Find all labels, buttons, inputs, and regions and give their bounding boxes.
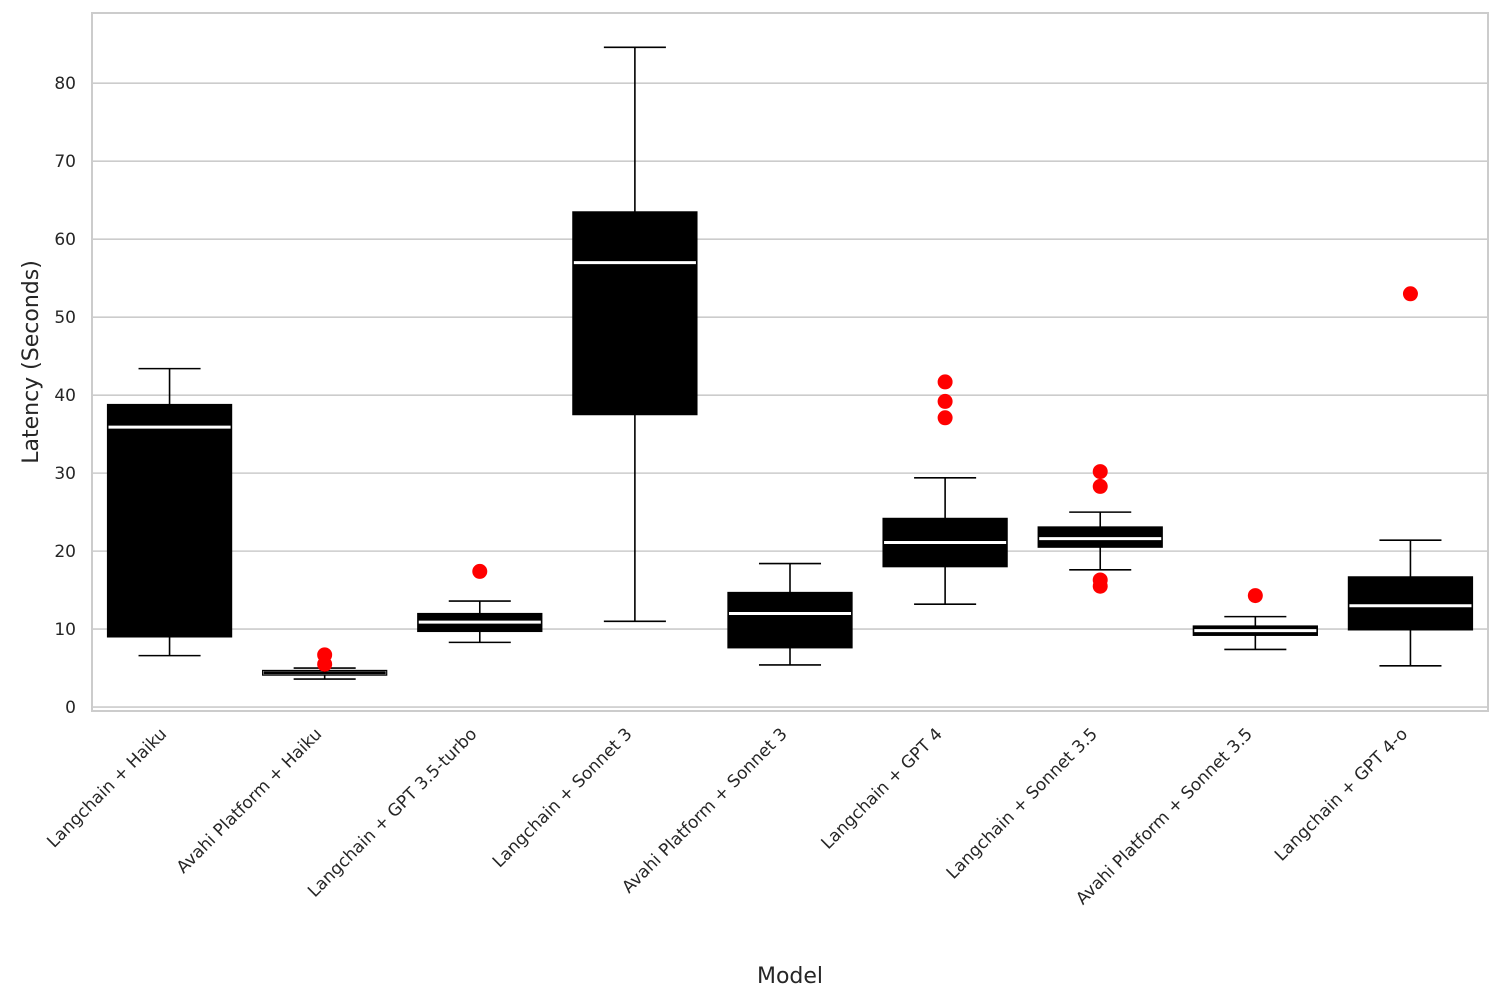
x-tick-label: Langchain + GPT 4-o [1271,724,1412,865]
box-group [106,367,233,657]
outlier-point [937,374,953,390]
outlier-point [317,647,333,663]
box [1037,526,1163,548]
y-tick-label: 20 [54,542,76,562]
x-tick-label: Avahi Platform + Sonnet 3.5 [1072,724,1257,909]
box [727,591,853,649]
x-axis-title: Model [757,964,823,989]
y-tick-label: 80 [54,74,76,94]
box-group [417,563,543,644]
outlier-point [472,563,488,579]
y-tick-label: 30 [54,464,76,484]
outlier-point [1092,478,1108,494]
box-group [882,374,1008,605]
outlier-point [1402,286,1418,302]
box [1347,576,1474,631]
outlier-point [937,410,953,426]
y-axis-title: Latency (Seconds) [19,260,44,464]
box-group [727,562,853,666]
x-tick-labels: Langchain + Haiku Avahi Platform + HaikuL… [43,724,1412,909]
x-tick-label: Langchain + Sonnet 3 [489,724,637,872]
y-tick-label: 50 [54,308,76,328]
x-tick-label: Avahi Platform + Sonnet 3 [618,724,791,897]
box-group [1037,464,1163,594]
box [106,403,233,638]
y-tick-label: 40 [54,386,76,406]
box-group [1347,286,1474,667]
box-group [262,647,388,680]
plot-frame [91,12,1489,712]
x-tick-label: Avahi Platform + Haiku [173,724,326,877]
x-tick-label: Langchain + GPT 4 [818,724,947,853]
y-tick-label: 0 [65,698,76,718]
outlier-point [1247,588,1263,604]
x-tick-label: Langchain + GPT 3.5-turbo [304,724,481,901]
box-group [572,46,698,623]
outlier-point [1092,464,1108,480]
y-tick-labels: 0 10 20 30 40 50 60 70 80 [54,74,76,718]
boxes [106,46,1474,680]
outlier-point [1092,572,1108,588]
x-tick-label: Langchain + Haiku [43,724,171,852]
outlier-point [937,393,953,409]
box [572,211,698,416]
y-tick-label: 10 [54,620,76,640]
box-group [1192,588,1318,651]
y-tick-label: 60 [54,230,76,250]
grid-lines [92,82,1488,708]
y-tick-label: 70 [54,152,76,172]
x-tick-label: Langchain + Sonnet 3.5 [943,724,1102,883]
